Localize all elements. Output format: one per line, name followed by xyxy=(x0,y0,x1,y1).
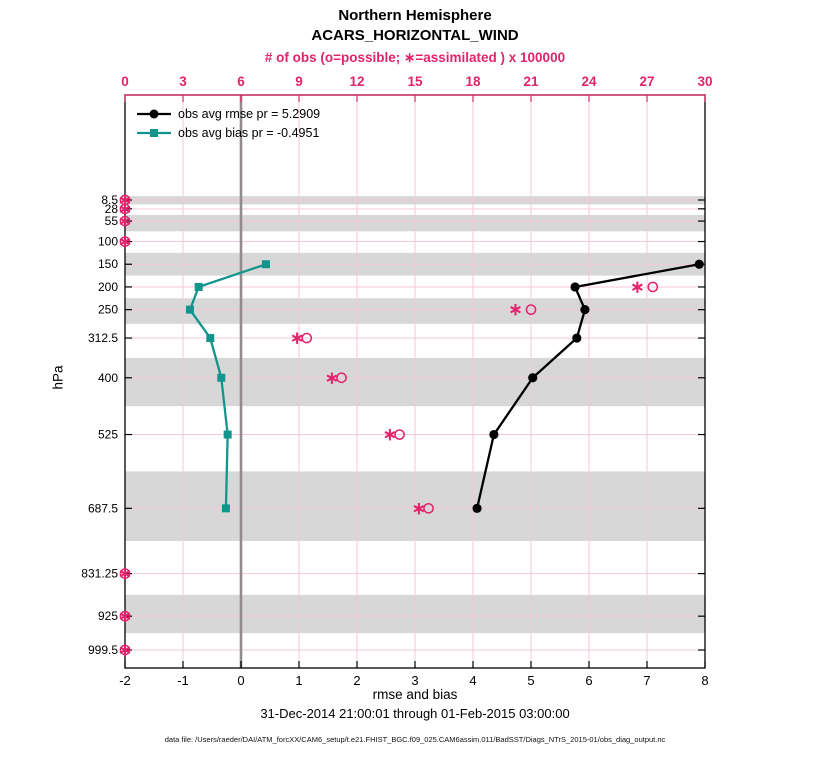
top-tick-label: 9 xyxy=(295,74,303,89)
possible-obs-marker xyxy=(525,304,537,316)
rmse-marker xyxy=(528,373,538,383)
bottom-tick-label: -2 xyxy=(119,673,131,688)
top-tick-label: 3 xyxy=(179,74,187,89)
x-axis-label: rmse and bias xyxy=(372,687,458,702)
rmse-marker xyxy=(572,333,582,343)
profile-series xyxy=(185,259,704,513)
rmse-marker xyxy=(489,429,499,440)
legend-item-bias: obs avg bias pr = -0.4951 xyxy=(136,126,320,140)
bottom-tick-label: 4 xyxy=(469,673,476,688)
possible-obs-marker xyxy=(119,203,131,215)
date-range: 31-Dec-2014 21:00:01 through 01-Feb-2015… xyxy=(260,706,570,721)
left-tick-label: 55 xyxy=(105,214,119,228)
top-tick-label: 24 xyxy=(581,74,597,89)
figure-title-variable: ACARS_HORIZONTAL_WIND xyxy=(311,27,519,44)
obs-count-markers: ∗∗∗∗∗∗∗∗∗∗∗∗∗ xyxy=(118,190,659,660)
possible-obs-marker xyxy=(423,502,434,514)
possible-obs-marker xyxy=(119,644,131,656)
bias-marker xyxy=(261,260,270,269)
left-tick-label: 250 xyxy=(98,303,118,317)
possible-obs-marker xyxy=(119,215,131,227)
top-tick-label: 18 xyxy=(465,74,481,89)
bias-marker xyxy=(221,504,230,513)
top-tick-label: 12 xyxy=(349,74,364,89)
bottom-tick-label: 2 xyxy=(353,673,360,688)
possible-obs-marker xyxy=(119,568,131,579)
left-tick-label: 925 xyxy=(98,609,118,623)
assimilated-obs-marker: ∗ xyxy=(325,368,339,387)
y-axis-label: hPa xyxy=(50,365,66,390)
bias-legend-swatch xyxy=(137,129,171,137)
possible-obs-marker xyxy=(119,610,131,622)
bottom-tick-label: 3 xyxy=(411,673,418,688)
data-file-path: data file: /Users/raeder/DAI/ATM_forcXX/… xyxy=(164,735,666,744)
assimilated-obs-marker: ∗ xyxy=(118,564,132,583)
assimilated-obs-marker: ∗ xyxy=(383,425,397,444)
legend-label-bias: obs avg bias pr = -0.4951 xyxy=(178,126,320,140)
figure-title-region: Northern Hemisphere xyxy=(338,7,492,24)
top-tick-label: 21 xyxy=(523,74,539,89)
top-tick-label: 15 xyxy=(407,74,423,89)
left-tick-label: 28 xyxy=(105,202,119,216)
legend-item-rmse: obs avg rmse pr = 5.2909 xyxy=(136,107,320,121)
possible-obs-marker xyxy=(301,332,313,344)
possible-obs-marker xyxy=(647,281,659,293)
top-tick-label: 27 xyxy=(639,74,654,89)
left-tick-label: 312.5 xyxy=(88,331,118,345)
bottom-tick-label: 8 xyxy=(701,673,708,688)
assimilated-obs-marker: ∗ xyxy=(290,329,304,348)
bias-marker xyxy=(185,305,194,314)
bottom-tick-label: 7 xyxy=(643,673,650,688)
left-tick-label: 831.25 xyxy=(81,567,118,581)
assimilated-obs-marker: ∗ xyxy=(118,190,132,209)
left-tick-label: 200 xyxy=(98,280,118,294)
bottom-tick-label: 6 xyxy=(585,673,592,688)
bias-marker xyxy=(223,430,232,439)
top-tick-label: 0 xyxy=(121,74,129,89)
legend-label-rmse: obs avg rmse pr = 5.2909 xyxy=(178,107,321,121)
possible-obs-marker xyxy=(119,236,131,247)
bottom-tick-label: 1 xyxy=(295,673,302,688)
assimilated-obs-marker: ∗ xyxy=(118,607,132,626)
left-tick-label: 8.5 xyxy=(101,193,118,207)
bottom-tick-label: 0 xyxy=(237,673,244,688)
top-tick-label: 6 xyxy=(237,74,245,89)
bottom-tick-label: -1 xyxy=(177,673,189,688)
top-tick-label: 30 xyxy=(697,74,712,89)
left-tick-label: 525 xyxy=(98,428,118,442)
assimilated-obs-marker: ∗ xyxy=(412,499,426,518)
legend: obs avg rmse pr = 5.2909 obs avg bias pr… xyxy=(136,107,320,140)
possible-obs-marker xyxy=(336,372,347,384)
assimilated-obs-marker: ∗ xyxy=(508,300,522,319)
assimilated-obs-marker: ∗ xyxy=(118,199,132,218)
rmse-marker xyxy=(472,503,482,513)
rmse-marker xyxy=(580,305,590,315)
assimilated-obs-marker: ∗ xyxy=(118,212,132,231)
left-tick-label: 150 xyxy=(98,257,118,271)
bottom-tick-label: 5 xyxy=(527,673,534,688)
rmse-legend-swatch xyxy=(137,109,171,119)
left-tick-label: 400 xyxy=(98,371,118,385)
assimilated-obs-marker: ∗ xyxy=(118,232,132,251)
left-tick-label: 100 xyxy=(98,235,118,249)
assimilated-obs-marker: ∗ xyxy=(630,277,644,296)
possible-obs-marker xyxy=(394,429,405,440)
bias-marker xyxy=(194,282,203,291)
bias-marker xyxy=(217,373,226,382)
top-axis-label: # of obs (o=possible; ∗=assimilated ) x … xyxy=(264,50,566,65)
bias-marker xyxy=(206,334,215,343)
rmse-marker xyxy=(570,282,580,292)
assimilated-obs-marker: ∗ xyxy=(118,641,132,660)
axes: -2 -1 0 1 2 3 4 5 6 7 80 3 6 9 12 15 18 21 24 27 308.5285510… xyxy=(81,74,712,688)
left-tick-label: 687.5 xyxy=(88,501,118,515)
left-tick-label: 999.5 xyxy=(88,643,118,657)
